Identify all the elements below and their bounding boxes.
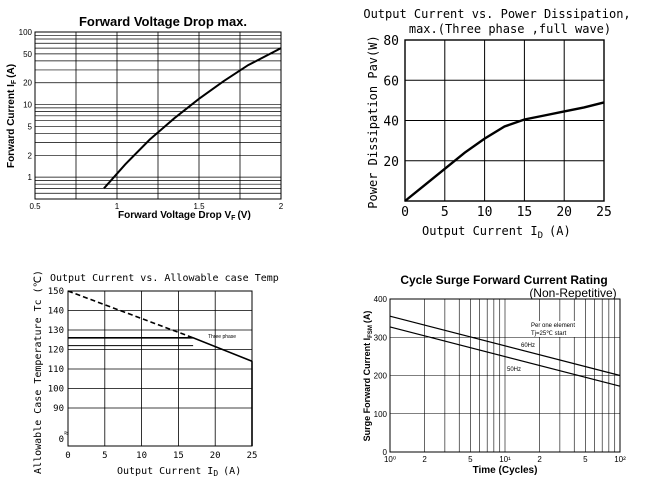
chart2-frame — [404, 39, 605, 202]
chart4-annotation-1: Per one element — [531, 323, 575, 329]
chart2-x-tick: 0 — [401, 205, 409, 220]
chart4-y-tick: 0 — [383, 448, 388, 457]
chart1-x-tick: 2 — [279, 202, 284, 211]
chart4-series-label-60hz: 60Hz — [521, 343, 535, 349]
chart4-x-tick: 5 — [468, 455, 473, 464]
chart2-title: Output Current vs. Power Dissipation, — [363, 7, 630, 21]
chart4-y-tick: 400 — [374, 295, 388, 304]
chart2-series-line — [404, 101, 605, 202]
chart2-x-tick: 15 — [517, 205, 533, 220]
chart4-x-tick: 10¹ — [499, 455, 511, 464]
chart1-grid — [35, 32, 281, 199]
chart1-series-line — [103, 47, 282, 190]
chart4-x-tick: 10⁰ — [384, 455, 396, 464]
chart2-y-tick: 20 — [383, 155, 399, 170]
chart4-xlabel: Time (Cycles) — [473, 465, 538, 476]
chart2-subtitle: max.(Three phase ,full wave) — [409, 22, 611, 36]
chart4-tick-labels: 10⁰ 2 5 10¹ 2 5 10² 400 300 200 100 0 — [374, 295, 626, 464]
chart2-x-tick: 10 — [477, 205, 493, 220]
chart4-series — [389, 315, 621, 387]
chart1-ylabel: Forward Current IF(A) — [6, 64, 18, 168]
chart-surge-current: Cycle Surge Forward Current Rating (Non-… — [362, 273, 626, 476]
chart4-series-line — [389, 315, 621, 377]
chart1-y-tick: 1 — [28, 173, 33, 182]
chart3-x-tick: 0 — [65, 451, 70, 461]
chart-power-dissipation: Output Current vs. Power Dissipation, ma… — [363, 7, 630, 241]
chart4-series-label-50hz: 50Hz — [507, 367, 521, 373]
chart1-x-tick: 0.5 — [29, 202, 41, 211]
chart3-y-tick: 0 — [59, 435, 64, 445]
chart-forward-voltage: Forward Voltage Drop max. 0.5 1 1.5 2 100 50 2… — [6, 14, 284, 222]
chart3-series-line — [68, 337, 253, 362]
chart4-subtitle: (Non-Repetitive) — [529, 286, 616, 300]
chart1-y-tick: 100 — [19, 28, 33, 37]
chart3-series-line — [67, 290, 194, 339]
chart4-grid — [390, 299, 620, 452]
chart1-frame — [34, 31, 282, 200]
chart3-grid — [68, 291, 252, 446]
chart4-x-tick: 10² — [614, 455, 626, 464]
chart2-grid — [405, 40, 604, 201]
chart4-x-tick: 2 — [422, 455, 427, 464]
chart-case-temperature: Output Current vs. Allowable case Temp 0… — [33, 270, 279, 478]
chart3-series — [67, 290, 253, 446]
chart3-y-tick: 100 — [48, 385, 64, 395]
chart4-title: Cycle Surge Forward Current Rating — [400, 273, 607, 287]
chart3-y-tick: 110 — [48, 365, 64, 375]
chart3-frame — [67, 290, 253, 447]
chart4-ylabel: Surge Forward Current IFSM(A) — [362, 311, 374, 442]
chart3-x-tick: 25 — [247, 451, 258, 461]
chart2-y-tick: 60 — [383, 74, 399, 89]
chart2-x-tick: 5 — [441, 205, 449, 220]
chart3-y-tick: 120 — [48, 346, 64, 356]
chart4-x-tick: 2 — [537, 455, 542, 464]
chart3-x-tick: 5 — [102, 451, 107, 461]
chart2-xlabel: Output Current ID (A) — [422, 224, 571, 241]
chart3-tick-labels: 0 5 10 15 20 25 150 140 130 120 110 100 90 0 — [48, 287, 258, 461]
chart1-x-tick: 1.5 — [193, 202, 205, 211]
chart4-y-tick: 100 — [374, 410, 388, 419]
chart3-annotation: Three phase — [208, 334, 236, 340]
chart1-y-tick: 2 — [28, 151, 33, 160]
chart4-y-tick: 200 — [374, 372, 388, 381]
chart1-xlabel: Forward Voltage Drop VF (V) — [118, 210, 251, 222]
chart4-y-tick: 300 — [374, 333, 388, 342]
chart1-tick-labels: 0.5 1 1.5 2 100 50 20 10 5 2 1 — [19, 28, 284, 211]
chart3-x-tick: 20 — [210, 451, 221, 461]
chart4-annotation-bg — [530, 321, 584, 337]
chart4-x-tick: 5 — [583, 455, 588, 464]
chart1-title: Forward Voltage Drop max. — [79, 14, 247, 29]
chart1-y-tick: 50 — [23, 50, 32, 59]
chart3-title: Output Current vs. Allowable case Temp — [50, 273, 279, 284]
chart3-ylabel: Allowable Case Temperature Tc (℃) — [33, 270, 44, 474]
chart3-y-tick: 150 — [48, 287, 64, 297]
chart2-x-tick: 20 — [556, 205, 572, 220]
chart1-y-tick: 20 — [23, 79, 32, 88]
chart3-x-tick: 10 — [136, 451, 147, 461]
chart2-tick-labels: 0 5 10 15 20 25 80 60 40 20 — [383, 34, 611, 220]
chart2-y-tick: 40 — [383, 115, 399, 130]
chart1-y-tick: 10 — [23, 101, 32, 110]
axis-break-icon: ≈ — [64, 428, 69, 438]
chart3-y-tick: 140 — [48, 307, 64, 317]
chart3-y-tick: 90 — [53, 404, 64, 414]
chart2-x-tick: 25 — [596, 205, 612, 220]
chart1-x-tick: 1 — [115, 202, 120, 211]
chart4-series-line — [389, 326, 621, 387]
chart3-xlabel: Output Current ID (A) — [117, 466, 241, 478]
chart3-x-tick: 15 — [173, 451, 184, 461]
chart4-annotation-2: Tj=25℃ start — [531, 331, 567, 337]
chart2-ylabel: Power Dissipation Pav(W) — [366, 35, 380, 208]
chart3-y-tick: 130 — [48, 326, 64, 336]
chart2-y-tick: 80 — [383, 34, 399, 49]
chart1-y-tick: 5 — [28, 122, 33, 131]
